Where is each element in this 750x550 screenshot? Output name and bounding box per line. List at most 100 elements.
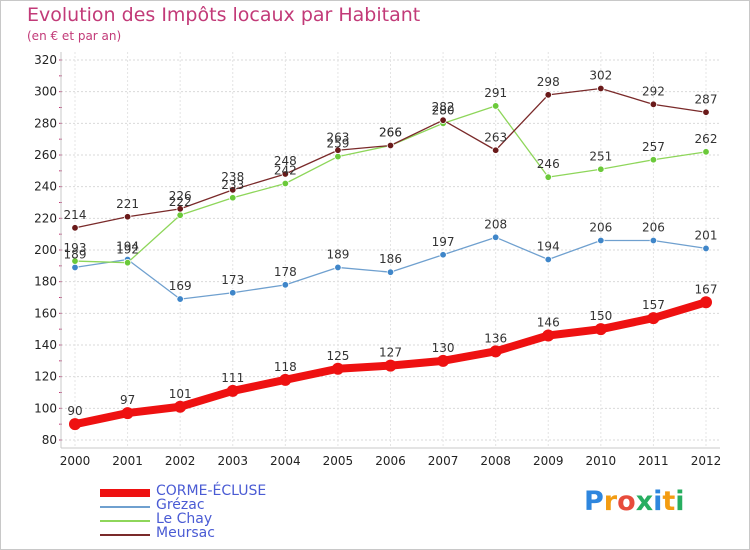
legend-swatch: [100, 489, 150, 497]
data-point: [71, 263, 79, 272]
data-label: 214: [64, 208, 87, 222]
data-label: 262: [695, 132, 718, 146]
data-label: 259: [326, 137, 349, 151]
data-point: [700, 296, 712, 309]
data-point: [334, 146, 342, 154]
data-label: 248: [274, 154, 297, 168]
data-point: [489, 345, 502, 358]
data-label: 201: [695, 228, 718, 242]
data-label: 178: [274, 265, 297, 279]
data-label: 169: [169, 279, 192, 293]
logo-letter: P: [584, 486, 604, 517]
data-point: [334, 152, 342, 161]
data-point: [281, 170, 290, 178]
legend-label: Grézac: [156, 497, 205, 513]
data-point: [71, 224, 79, 232]
x-tick-label: 2010: [586, 454, 617, 468]
data-label: 302: [589, 69, 612, 83]
data-point: [176, 205, 184, 213]
data-label: 194: [116, 240, 139, 254]
data-label: 97: [120, 393, 135, 407]
y-tick-label: 180: [34, 275, 57, 289]
data-label: 221: [116, 197, 139, 211]
data-point: [649, 100, 658, 109]
data-label: 238: [221, 170, 244, 184]
grid-layer: [61, 52, 720, 448]
data-label: 193: [64, 241, 87, 255]
data-label: 118: [274, 360, 297, 374]
y-tick-label: 80: [42, 433, 57, 447]
series-layer: [69, 84, 712, 431]
legend-swatch: [100, 520, 150, 522]
data-point: [597, 84, 605, 93]
logo-letter: x: [635, 486, 654, 517]
proxiti-logo: Proxiti: [584, 486, 685, 517]
data-point: [439, 251, 447, 259]
legend-item: Meursac: [100, 525, 340, 542]
data-point: [174, 400, 187, 413]
data-label: 146: [537, 316, 560, 330]
data-label: 167: [695, 282, 718, 296]
y-tick-label: 220: [34, 211, 57, 225]
data-label: 226: [169, 189, 192, 203]
x-tick-label: 2004: [270, 454, 301, 468]
data-point: [542, 329, 555, 342]
data-label: 263: [326, 130, 349, 144]
data-label: 189: [326, 247, 349, 261]
data-label: 90: [67, 404, 82, 418]
data-point: [123, 258, 132, 267]
x-tick-label: 2007: [428, 454, 459, 468]
data-point: [121, 407, 134, 420]
legend-label: CORME-ÉCLUSE: [156, 483, 267, 499]
data-point: [229, 186, 237, 194]
logo-letter: i: [675, 486, 685, 517]
data-label: 111: [221, 371, 244, 385]
x-tick-label: 2006: [375, 454, 406, 468]
data-point: [386, 268, 395, 276]
data-label: 280: [432, 103, 455, 117]
data-point: [702, 244, 710, 253]
data-label: 186: [379, 252, 402, 266]
data-point: [281, 281, 290, 289]
data-point: [384, 359, 397, 372]
data-point: [176, 295, 184, 303]
y-tick-label: 120: [34, 370, 57, 384]
x-tick-label: 2011: [638, 454, 669, 468]
data-label: 263: [484, 130, 507, 144]
data-point: [491, 146, 500, 154]
data-label: 101: [169, 387, 192, 401]
data-label: 242: [274, 164, 297, 178]
data-point: [702, 148, 710, 156]
logo-letter: i: [653, 486, 663, 517]
data-point: [647, 312, 660, 325]
data-point: [331, 362, 344, 375]
y-tick-label: 260: [34, 148, 57, 162]
data-label: 291: [484, 86, 507, 100]
chart-subtitle: (en € et par an): [27, 29, 122, 43]
logo-letter: r: [603, 486, 618, 517]
data-label: 192: [116, 243, 139, 257]
y-tick-label: 200: [34, 243, 57, 257]
data-point: [229, 289, 237, 297]
x-tick-label: 2005: [323, 454, 354, 468]
logo-letter: o: [617, 486, 636, 517]
y-tick-label: 240: [34, 180, 57, 194]
data-label: 136: [484, 331, 507, 345]
data-label: 208: [484, 217, 507, 231]
data-label: 194: [537, 240, 560, 254]
y-tick-label: 160: [34, 306, 57, 320]
data-point: [226, 384, 239, 397]
data-point: [491, 233, 500, 242]
legend-label: Meursac: [156, 525, 215, 541]
data-point: [176, 211, 184, 219]
data-point: [594, 323, 607, 336]
data-point: [281, 179, 290, 188]
data-point: [386, 141, 395, 150]
x-tick-label: 2009: [533, 454, 564, 468]
y-tick-label: 280: [34, 116, 57, 130]
data-label: 197: [432, 235, 455, 249]
data-label: 266: [379, 126, 402, 140]
data-label: 125: [326, 349, 349, 363]
x-tick-label: 2001: [112, 454, 143, 468]
